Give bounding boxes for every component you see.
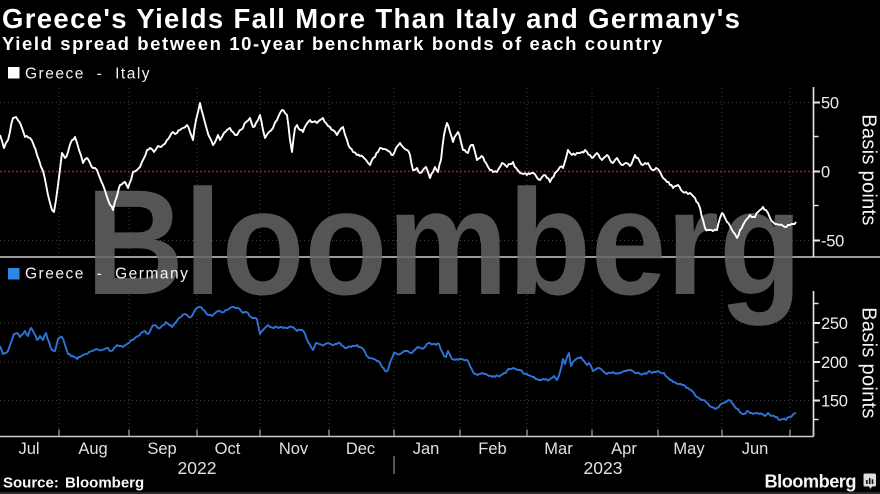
svg-text:2023: 2023 — [584, 458, 623, 478]
svg-text:Bloomberg: Bloomberg — [765, 472, 857, 492]
svg-text:Greece's Yields Fall More Than: Greece's Yields Fall More Than Italy and… — [2, 3, 741, 34]
svg-text:200: 200 — [821, 354, 848, 372]
svg-text:-50: -50 — [821, 233, 844, 251]
svg-text:150: 150 — [821, 393, 848, 411]
svg-text:2022: 2022 — [178, 458, 217, 478]
svg-text:250: 250 — [821, 315, 848, 333]
svg-text:Nov: Nov — [279, 440, 309, 458]
svg-text:Apr: Apr — [611, 440, 637, 458]
svg-text:Greece - Italy: Greece - Italy — [25, 66, 151, 83]
svg-text:Dec: Dec — [346, 440, 375, 458]
svg-text:Jun: Jun — [742, 440, 769, 458]
svg-text:50: 50 — [821, 95, 839, 113]
svg-text:Jul: Jul — [18, 440, 39, 458]
svg-text:0: 0 — [821, 164, 830, 182]
svg-text:Basis points: Basis points — [858, 114, 880, 225]
svg-text:Aug: Aug — [78, 440, 107, 458]
svg-text:May: May — [673, 440, 705, 458]
svg-text:Sep: Sep — [147, 440, 176, 458]
svg-text:Jan: Jan — [413, 440, 440, 458]
svg-text:Source: Bloomberg: Source: Bloomberg — [3, 475, 144, 492]
svg-text:Basis points: Basis points — [858, 307, 880, 418]
svg-text:Yield spread between 10-year b: Yield spread between 10-year benchmark b… — [2, 33, 664, 54]
svg-text:Bloomberg: Bloomberg — [86, 158, 802, 326]
svg-text:Feb: Feb — [478, 440, 506, 458]
svg-text:Greece - Germany: Greece - Germany — [25, 266, 189, 283]
svg-text:Oct: Oct — [215, 440, 241, 458]
svg-text:Mar: Mar — [544, 440, 573, 458]
